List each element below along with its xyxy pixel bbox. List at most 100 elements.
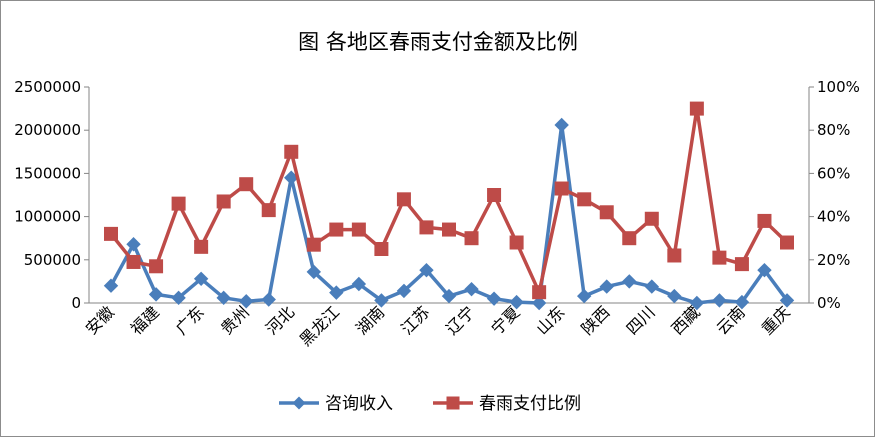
square-marker [599,205,614,220]
left-axis-tick-label: 2000000 [14,121,81,139]
left-axis-tick-label: 2500000 [14,78,81,96]
left-axis-ticks: 0 500000 1000000 1500000 2000000 2500000 [14,78,89,312]
category-label: 河北 [262,302,298,338]
diamond-marker [329,285,344,300]
category-label: 陕西 [577,302,613,338]
diamond-marker [419,262,434,278]
diamond-marker [734,294,750,310]
legend-item-1: 咨询收入 [279,394,393,414]
square-marker [216,194,231,209]
series-1 [103,117,795,311]
square-marker [126,254,141,269]
axes [88,87,810,304]
right-axis-tick-label: 20% [817,251,850,269]
square-marker [464,231,479,246]
square-marker [374,242,389,256]
diamond-marker [216,290,231,306]
diamond-marker [396,283,412,299]
category-label: 湖南 [352,302,388,338]
square-marker [780,235,794,250]
legend-label: 咨询收入 [325,394,393,414]
diamond-marker [622,274,637,289]
category-label: 重庆 [758,302,794,338]
square-marker [306,237,321,252]
square-marker [442,222,456,237]
category-label: 黑龙江 [296,302,343,349]
category-label: 广东 [172,302,208,338]
diamond-marker [171,290,186,306]
legend: 咨询收入 春雨支付比例 [279,394,581,414]
square-marker [396,192,411,207]
diamond-marker [374,293,389,308]
diamond-marker [486,291,502,306]
square-marker [149,259,164,274]
square-marker [532,285,547,300]
right-axis-tick-label: 40% [817,208,850,226]
category-label: 辽宁 [442,302,478,338]
square-marker [509,235,524,250]
legend-item-2: 春雨支付比例 [433,394,581,414]
diamond-marker [667,288,682,304]
category-label: 四川 [623,302,659,338]
category-label: 江苏 [397,302,433,338]
square-marker [622,231,637,246]
left-axis-tick-label: 1000000 [14,208,81,226]
square-marker [261,203,276,218]
diamond-marker [126,237,141,252]
series-line [109,123,789,305]
left-axis-tick-label: 0 [71,294,81,312]
left-axis-tick-label: 500000 [24,251,81,269]
square-marker [734,257,749,272]
diamond-marker [509,294,524,310]
square-marker [171,196,186,211]
diamond-marker [148,287,164,302]
square-marker [284,144,299,159]
square-marker [239,177,254,192]
right-axis-tick-label: 80% [817,121,850,139]
square-marker [644,211,659,226]
square-marker [419,220,434,235]
diamond-marker [689,295,705,311]
diamond-marker [554,117,569,133]
diamond-marker [441,288,457,304]
square-marker [194,239,209,254]
square-marker [577,192,592,207]
square-marker [712,250,727,265]
diamond-marker [644,279,660,294]
diamond-marker [103,278,119,293]
diamond-marker [464,281,479,297]
legend-diamond-marker [292,396,306,410]
legend-label: 春雨支付比例 [479,394,581,414]
diamond-marker [599,279,614,294]
diamond-marker [306,264,322,280]
legend-square-marker [446,396,460,410]
series [103,101,795,311]
left-axis-tick-label: 1500000 [14,164,81,182]
diamond-marker [261,292,276,307]
square-marker [329,222,344,237]
series-line [109,106,789,294]
diamond-marker [531,295,547,311]
diamond-marker [193,271,209,287]
right-axis-ticks: 0% 20% 40% 60% 80% 100% [809,78,860,312]
right-axis-tick-label: 60% [817,164,850,182]
square-marker [689,101,704,116]
diamond-marker [576,288,592,304]
square-marker [104,226,118,241]
diamond-marker [351,276,367,292]
category-label: 安徽 [82,302,118,338]
right-axis-tick-label: 100% [817,78,860,96]
series-2 [104,101,794,300]
right-axis-tick-label: 0% [817,294,841,312]
square-marker [487,188,502,202]
category-label: 贵州 [217,302,253,338]
category-label: 福建 [127,302,163,338]
square-marker [757,213,772,228]
chart-title: 图 各地区春雨支付金额及比例 [298,30,578,54]
diamond-marker [779,293,795,308]
square-marker [554,181,569,196]
square-marker [667,248,682,263]
